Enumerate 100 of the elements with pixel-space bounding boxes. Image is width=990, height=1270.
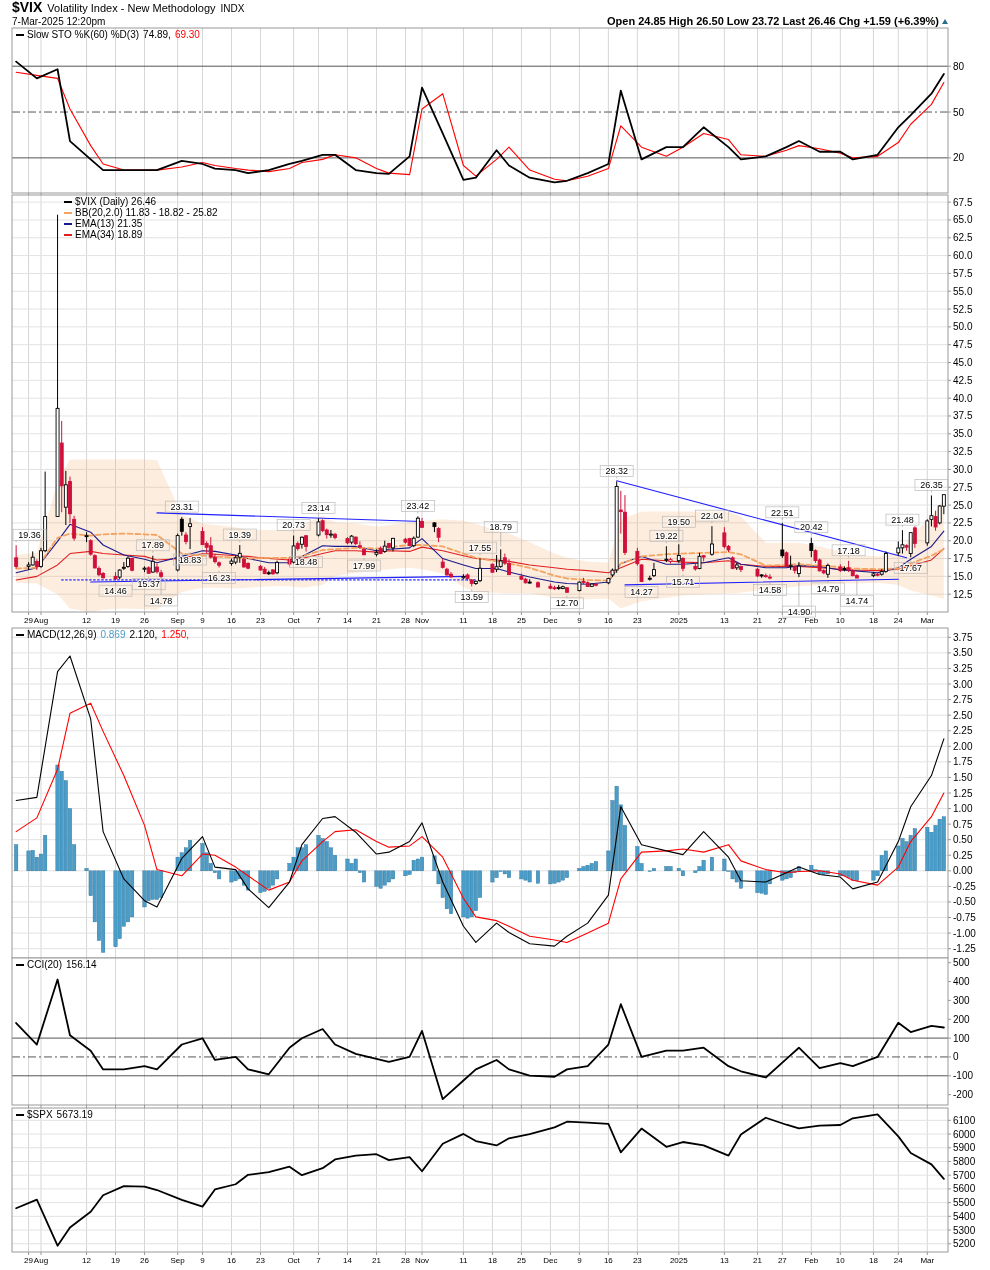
x-tick-label: 14 xyxy=(343,1256,353,1265)
x-tick-label: 26 xyxy=(140,1256,150,1265)
annotation: 14.46 xyxy=(104,585,127,596)
annotation: 19.36 xyxy=(18,529,41,540)
y-tick-label: 5400 xyxy=(953,1210,976,1222)
y-tick-label: 500 xyxy=(953,957,971,969)
annotation: 17.67 xyxy=(899,563,922,574)
x-tick-label: 24 xyxy=(893,616,904,625)
y-tick-label: 37.5 xyxy=(953,410,973,422)
y-tick-label: -200 xyxy=(953,1089,974,1101)
text: 69.30 xyxy=(174,29,201,40)
y-tick-label: 0.00 xyxy=(953,865,973,877)
x-tick-label: 12 xyxy=(82,1256,92,1265)
annotation: 23.14 xyxy=(307,503,330,514)
text: INDX xyxy=(220,3,245,14)
y-tick-label: 35.0 xyxy=(953,428,973,440)
y-tick-label: 12.5 xyxy=(953,588,973,600)
y-tick-label: 0.75 xyxy=(953,818,973,830)
x-tick-label: 16 xyxy=(227,616,237,625)
text: $VIX xyxy=(12,0,44,15)
x-tick-label: 24 xyxy=(893,1256,904,1265)
y-tick-label: 50.0 xyxy=(953,321,973,333)
x-tick-label: 29 xyxy=(24,1256,34,1265)
annotation: 19.22 xyxy=(655,530,678,541)
y-tick-label: -100 xyxy=(953,1070,974,1082)
x-tick-label: 23 xyxy=(256,616,266,625)
x-tick-label: 21 xyxy=(372,1256,382,1265)
x-tick-label: Sep xyxy=(170,616,186,625)
text: 74.89, xyxy=(143,29,171,40)
x-tick-label: 16 xyxy=(227,1256,237,1265)
y-tick-label: 5200 xyxy=(953,1238,976,1250)
x-tick-label: Dec xyxy=(543,616,558,625)
annotation: 14.79 xyxy=(816,583,840,594)
x-tick-label: 9 xyxy=(577,616,583,625)
annotation: 19.39 xyxy=(228,529,252,540)
x-tick-label: Aug xyxy=(33,616,49,625)
text: Open 24.85 High 26.50 Low 23.72 Last 26.46 Chg +1.59 (+6.39%) xyxy=(607,15,940,27)
y-tick-label: 30.0 xyxy=(953,463,973,475)
y-tick-label: 80 xyxy=(953,60,965,72)
y-tick-label: 50 xyxy=(953,106,965,118)
x-tick-label: 9 xyxy=(577,1256,583,1265)
y-tick-label: 3.00 xyxy=(953,678,973,690)
x-tick-label: 14 xyxy=(343,616,353,625)
y-tick-label: 62.5 xyxy=(953,232,973,244)
x-tick-label: 16 xyxy=(603,1256,614,1265)
y-tick-label: 65.0 xyxy=(953,214,973,226)
annotation: 12.70 xyxy=(555,598,579,609)
annotation: 26.35 xyxy=(920,480,943,491)
y-tick-label: 20 xyxy=(953,152,965,164)
y-tick-label: 5500 xyxy=(953,1197,976,1209)
annotation: 13.59 xyxy=(460,592,483,603)
x-tick-label: 7 xyxy=(316,1256,322,1265)
x-tick-label: Dec xyxy=(543,1256,558,1265)
y-tick-label: -0.25 xyxy=(953,880,977,892)
x-tick-label: Aug xyxy=(33,1256,49,1265)
x-tick-label: 26 xyxy=(140,616,150,625)
x-tick-label: 18 xyxy=(869,616,879,625)
chart-title: CCI(20) xyxy=(27,959,63,970)
legend-label: BB(20,2.0) 11.83 - 18.82 - 25.82 xyxy=(75,207,219,218)
y-tick-label: 42.5 xyxy=(953,374,973,386)
text: 2.120, xyxy=(129,629,158,640)
y-tick-label: 5800 xyxy=(953,1155,976,1167)
x-tick-label: Feb xyxy=(804,1256,819,1265)
y-tick-label: 1.50 xyxy=(953,771,973,783)
x-tick-label: Sep xyxy=(170,1256,186,1265)
y-tick-label: 2.50 xyxy=(953,709,973,721)
chart-title: $SPX xyxy=(27,1109,53,1120)
x-tick-label: 28 xyxy=(401,1256,411,1265)
annotation: 17.18 xyxy=(837,545,860,556)
annotation: 17.89 xyxy=(141,540,165,551)
series-label: 156.14 xyxy=(66,959,98,970)
x-tick-label: Oct xyxy=(287,616,301,625)
y-tick-label: 1.75 xyxy=(953,756,973,768)
y-tick-label: 3.75 xyxy=(953,631,973,643)
annotation: 22.51 xyxy=(771,507,794,518)
y-tick-label: 52.5 xyxy=(953,303,973,315)
annotation: 17.55 xyxy=(468,542,492,553)
chart-title: Slow STO %K(60) %D(3) xyxy=(27,29,140,40)
x-tick-label: 18 xyxy=(487,616,498,625)
annotation: 18.79 xyxy=(489,522,512,533)
x-tick-label: 13 xyxy=(719,1256,730,1265)
text: 7-Mar-2025 12:20pm xyxy=(12,16,106,27)
y-tick-label: 57.5 xyxy=(953,267,973,279)
x-tick-label: Mar xyxy=(920,616,935,625)
y-tick-label: 17.5 xyxy=(953,553,973,565)
annotation: 18.48 xyxy=(294,557,318,568)
y-tick-label: 20.0 xyxy=(953,535,973,547)
y-tick-label: 32.5 xyxy=(953,446,973,458)
text: 0.869 xyxy=(100,629,126,640)
text: 1.250, xyxy=(161,629,190,640)
x-tick-label: 11 xyxy=(459,1256,469,1265)
annotation: 14.90 xyxy=(787,606,811,617)
annotation: 14.58 xyxy=(758,585,782,596)
y-tick-label: 2.75 xyxy=(953,694,973,706)
annotation: 14.78 xyxy=(149,595,173,606)
x-tick-label: 11 xyxy=(459,616,469,625)
y-tick-label: 5900 xyxy=(953,1142,976,1154)
chart-title: MACD(12,26,9) xyxy=(27,629,97,640)
legend-label: EMA(13) 21.35 xyxy=(75,218,143,229)
annotation: 21.48 xyxy=(891,514,914,525)
